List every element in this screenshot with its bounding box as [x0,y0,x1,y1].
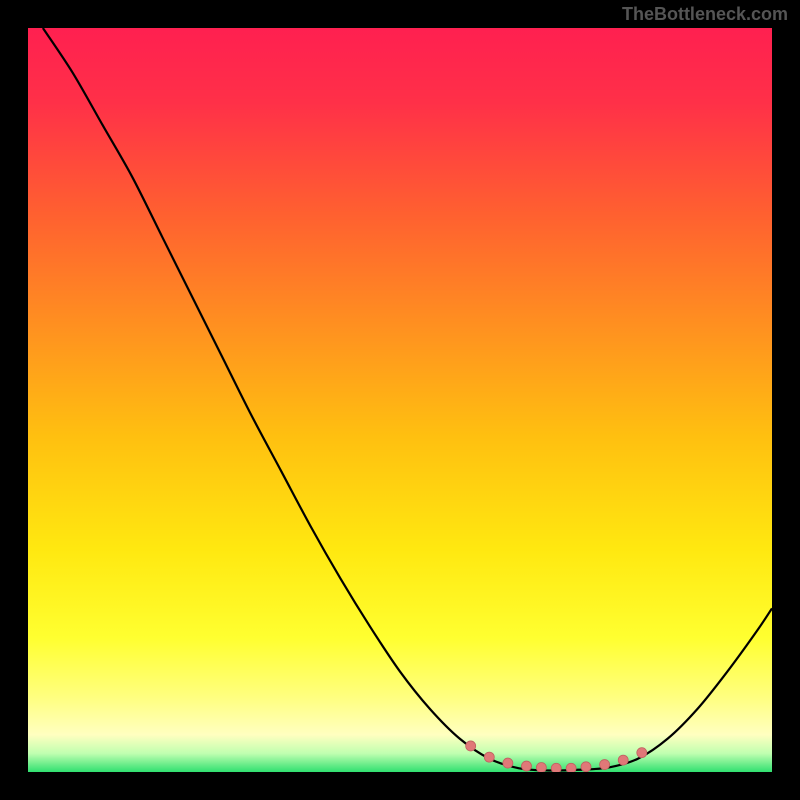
marker-dot [618,755,628,765]
plot-area [28,28,772,772]
marker-dot [466,741,476,751]
curve-markers [466,741,647,772]
curve-layer [28,28,772,772]
marker-dot [484,752,494,762]
watermark-text: TheBottleneck.com [622,4,788,25]
marker-dot [536,763,546,772]
marker-dot [521,761,531,771]
marker-dot [581,762,591,772]
marker-dot [637,748,647,758]
marker-dot [600,760,610,770]
marker-dot [566,763,576,772]
bottleneck-curve [43,28,772,771]
marker-dot [551,763,561,772]
marker-dot [503,758,513,768]
